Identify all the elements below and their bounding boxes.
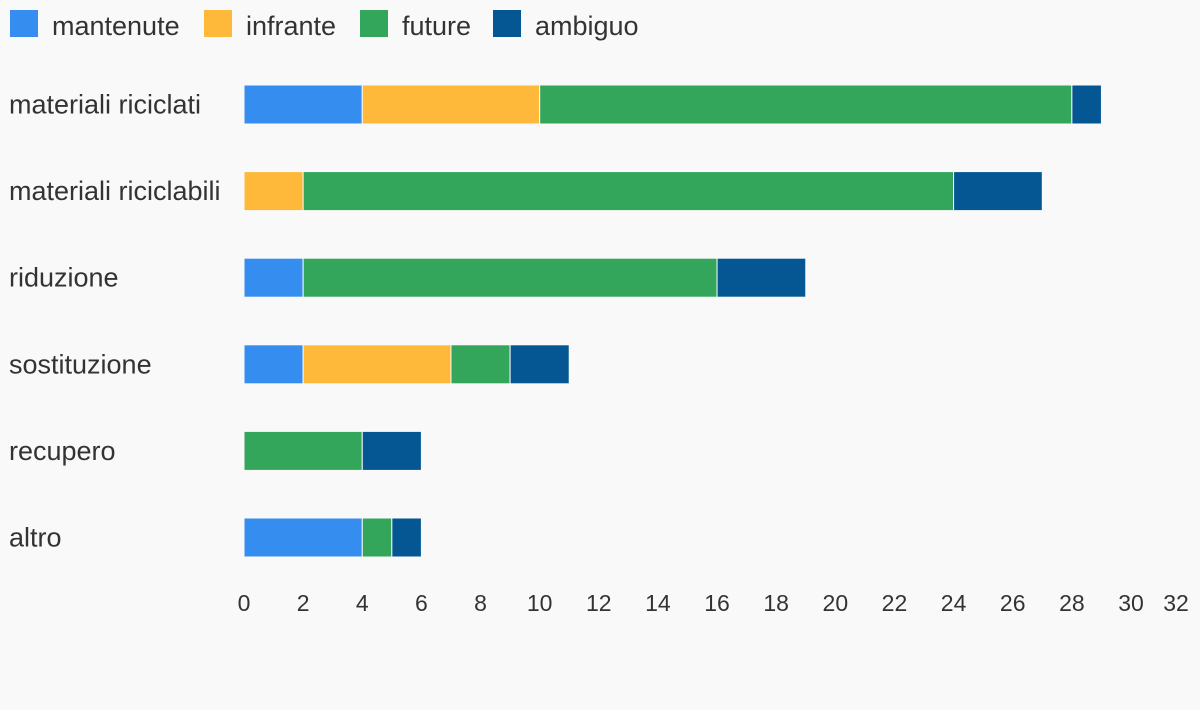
legend-swatch-future	[360, 10, 388, 37]
legend-label-ambiguo: ambiguo	[535, 11, 639, 41]
x-tick-label: 26	[1000, 590, 1026, 616]
legend-label-future: future	[402, 11, 471, 41]
bar-segment-ambiguo	[716, 257, 807, 298]
bar-segment-ambiguo	[391, 517, 422, 558]
x-tick-label: 4	[356, 590, 369, 616]
bar-segment-mantenute	[243, 257, 304, 298]
category-label: materiali riciclabili	[9, 176, 221, 206]
x-tick-label: 18	[763, 590, 789, 616]
x-tick-label: 24	[941, 590, 967, 616]
legend-swatch-ambiguo	[493, 10, 521, 37]
legend-label-infrante: infrante	[246, 11, 336, 41]
x-tick-label: 30	[1118, 590, 1144, 616]
bar-segment-future	[361, 517, 393, 558]
x-tick-label: 6	[415, 590, 428, 616]
bar-segment-infrante	[361, 84, 541, 125]
bar-segment-ambiguo	[1071, 84, 1102, 125]
bar-segment-infrante	[302, 344, 452, 385]
category-label: materiali riciclati	[9, 90, 201, 120]
legend-swatch-mantenute	[10, 10, 38, 37]
legend-swatch-infrante	[204, 10, 232, 37]
x-tick-label: 22	[882, 590, 908, 616]
bar-segment-mantenute	[243, 517, 363, 558]
x-tick-label: 16	[704, 590, 730, 616]
category-label: recupero	[9, 436, 116, 466]
category-label: altro	[9, 523, 62, 553]
bar-segment-mantenute	[243, 344, 304, 385]
bar-segment-future	[243, 430, 363, 471]
x-tick-label: 14	[645, 590, 671, 616]
x-axis: 0 2 4 6 8 10 12 14 16 18 20 22 24 26 28 30 32	[238, 590, 1189, 616]
legend-label-mantenute: mantenute	[52, 11, 180, 41]
category-label: sostituzione	[9, 349, 152, 379]
x-tick-label: 0	[238, 590, 251, 616]
x-tick-label: 20	[823, 590, 849, 616]
x-tick-label: 2	[297, 590, 310, 616]
bar-segment-future	[539, 84, 1073, 125]
x-tick-label: 28	[1059, 590, 1085, 616]
bar-segment-ambiguo	[953, 171, 1043, 212]
x-tick-label: 10	[527, 590, 553, 616]
bar-segment-future	[302, 257, 718, 298]
bar-segment-future	[302, 171, 955, 212]
x-tick-label: 32	[1163, 590, 1189, 616]
category-labels: materiali riciclati materiali riciclabili…	[9, 90, 221, 553]
bars	[243, 84, 1102, 558]
bar-segment-future	[450, 344, 511, 385]
bar-segment-ambiguo	[509, 344, 570, 385]
legend: mantenute infrante future ambiguo	[10, 10, 639, 41]
bar-segment-infrante	[243, 171, 304, 212]
x-tick-label: 8	[474, 590, 487, 616]
x-tick-label: 12	[586, 590, 612, 616]
bar-segment-mantenute	[243, 84, 363, 125]
bar-segment-ambiguo	[361, 430, 422, 471]
category-label: riduzione	[9, 263, 119, 293]
